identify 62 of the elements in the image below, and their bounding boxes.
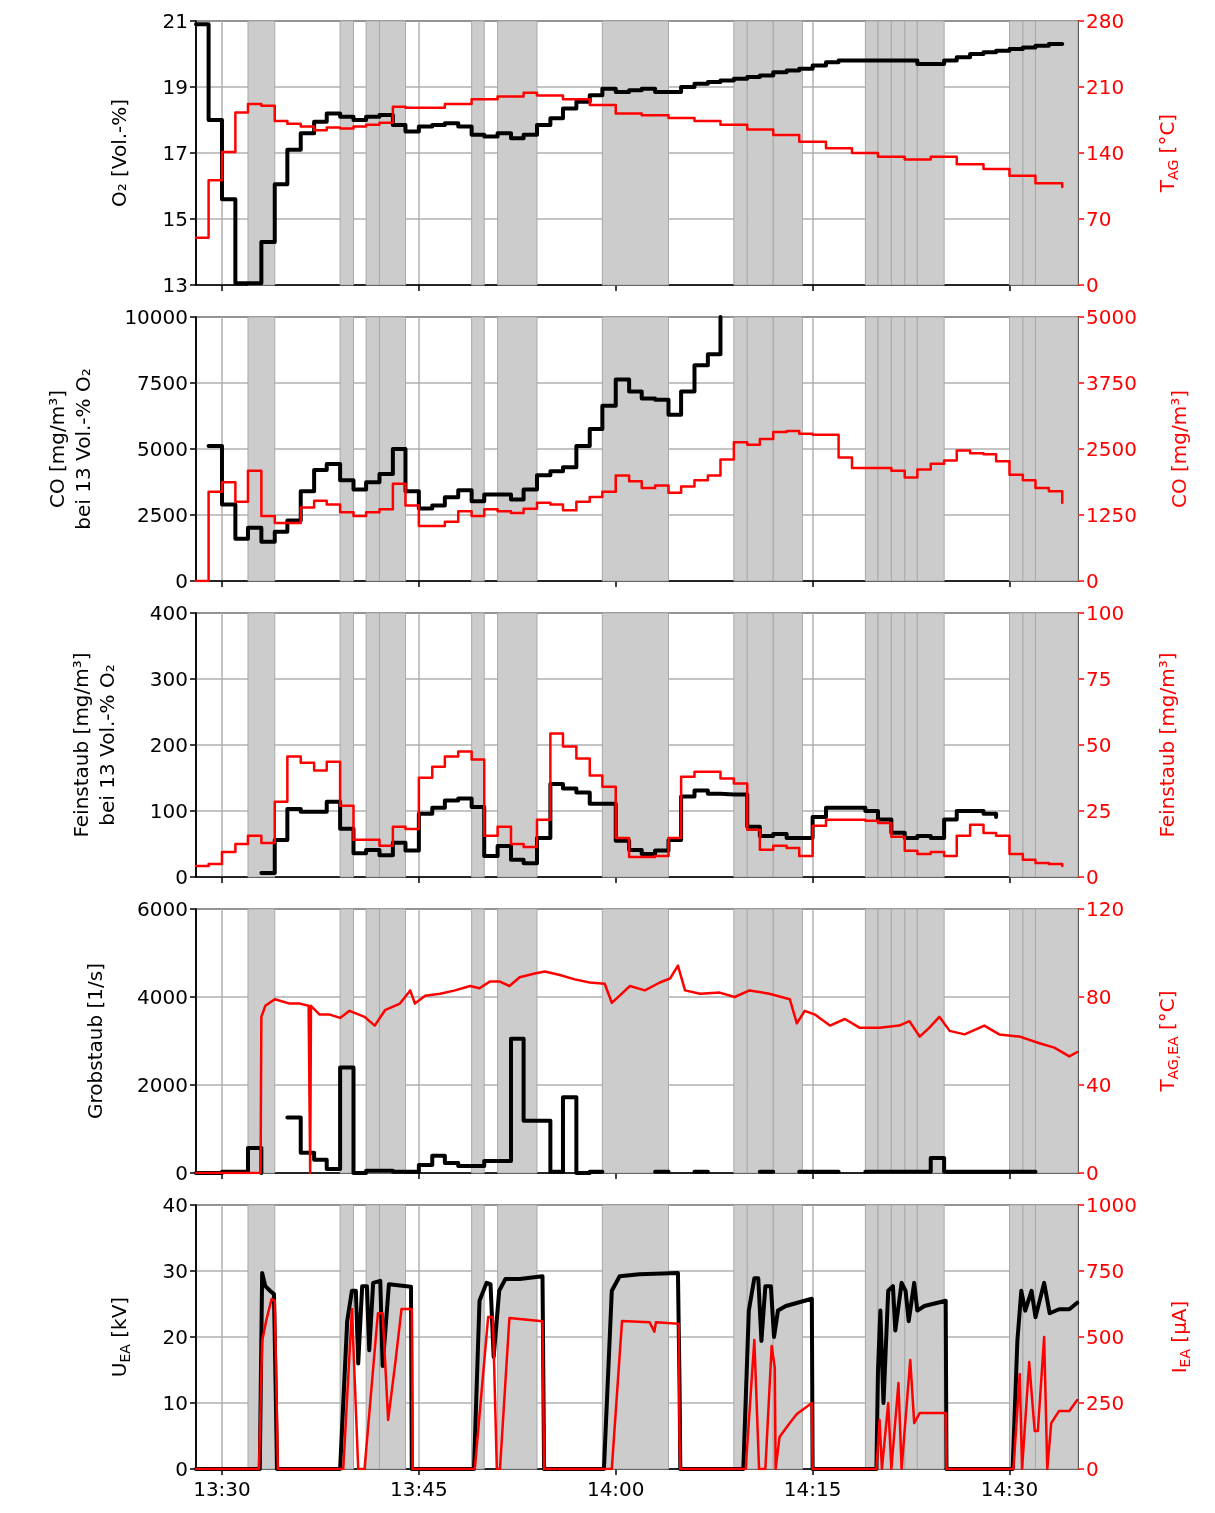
y2-tick-label: 0 (1086, 569, 1099, 593)
y2-axis-title: CO [mg/m³] (1167, 389, 1191, 509)
y-tick-label: 13 (162, 273, 188, 297)
y2-tick-label: 3750 (1086, 371, 1137, 395)
y2-tick-label: 0 (1086, 1161, 1099, 1185)
y2-tick-label: 75 (1086, 667, 1112, 691)
y-tick-label: 100 (149, 799, 188, 823)
y-tick-label: 300 (149, 667, 188, 691)
y-tick-label: 30 (162, 1259, 188, 1283)
y2-tick-label: 280 (1086, 9, 1125, 33)
y-tick-label: 2000 (137, 1073, 188, 1097)
x-tick-label: 13:30 (193, 1477, 251, 1501)
x-tick-label: 14:30 (980, 1477, 1039, 1501)
y-tick-label: 0 (175, 569, 188, 593)
y2-tick-label: 210 (1086, 75, 1125, 99)
y-axis-title: CO [mg/m³] bei 13 Vol.-% O₂ (45, 368, 95, 530)
y2-tick-label: 80 (1086, 985, 1112, 1009)
y2-tick-label: 2500 (1086, 437, 1137, 461)
y-tick-label: 21 (162, 9, 188, 33)
y-tick-label: 15 (162, 207, 188, 231)
y2-tick-label: 0 (1086, 273, 1099, 297)
y2-tick-label: 100 (1086, 601, 1125, 625)
y2-tick-label: 1000 (1086, 1193, 1137, 1217)
y2-axis-title: Feinstaub [mg/m³] (1155, 652, 1179, 838)
y2-tick-label: 40 (1086, 1073, 1112, 1097)
y2-tick-label: 500 (1086, 1325, 1125, 1349)
y-tick-label: 0 (175, 1457, 188, 1481)
y2-tick-label: 0 (1086, 865, 1099, 889)
y-tick-label: 0 (175, 1161, 188, 1185)
x-tick-label: 13:45 (390, 1477, 448, 1501)
y-tick-label: 0 (175, 865, 188, 889)
y-axis-title: Feinstaub [mg/m³] bei 13 Vol.-% O₂ (69, 652, 119, 838)
y-tick-label: 10000 (124, 305, 188, 329)
y-tick-label: 6000 (137, 897, 188, 921)
y-tick-label: 5000 (137, 437, 188, 461)
y-tick-label: 17 (162, 141, 188, 165)
y2-tick-label: 250 (1086, 1391, 1125, 1415)
y2-tick-label: 1250 (1086, 503, 1137, 527)
y2-tick-label: 750 (1086, 1259, 1125, 1283)
y2-tick-label: 25 (1086, 799, 1112, 823)
y2-axis-title: TAG [°C] (1155, 113, 1181, 194)
y-axis-title: Grobstaub [1/s] (83, 963, 107, 1119)
y-axis-title: O₂ [Vol.-%] (107, 98, 131, 208)
y-tick-label: 2500 (137, 503, 188, 527)
y-tick-label: 20 (162, 1325, 188, 1349)
y-tick-label: 7500 (137, 371, 188, 395)
y-axis-title: UEA [kV] (107, 1296, 133, 1378)
y2-tick-label: 140 (1086, 141, 1125, 165)
y2-tick-label: 50 (1086, 733, 1112, 757)
y-tick-label: 200 (149, 733, 188, 757)
y-tick-label: 10 (162, 1391, 188, 1415)
y2-tick-label: 0 (1086, 1457, 1099, 1481)
y2-tick-label: 70 (1086, 207, 1112, 231)
y-tick-label: 19 (162, 75, 188, 99)
y2-axis-title: IEA [µA] (1167, 1300, 1193, 1374)
x-tick-label: 14:15 (783, 1477, 842, 1501)
x-tick-label: 14:00 (586, 1477, 645, 1501)
y-tick-label: 400 (149, 601, 188, 625)
y2-tick-label: 5000 (1086, 305, 1137, 329)
y-tick-label: 4000 (137, 985, 188, 1009)
y2-tick-label: 120 (1086, 897, 1125, 921)
y-tick-label: 40 (162, 1193, 188, 1217)
